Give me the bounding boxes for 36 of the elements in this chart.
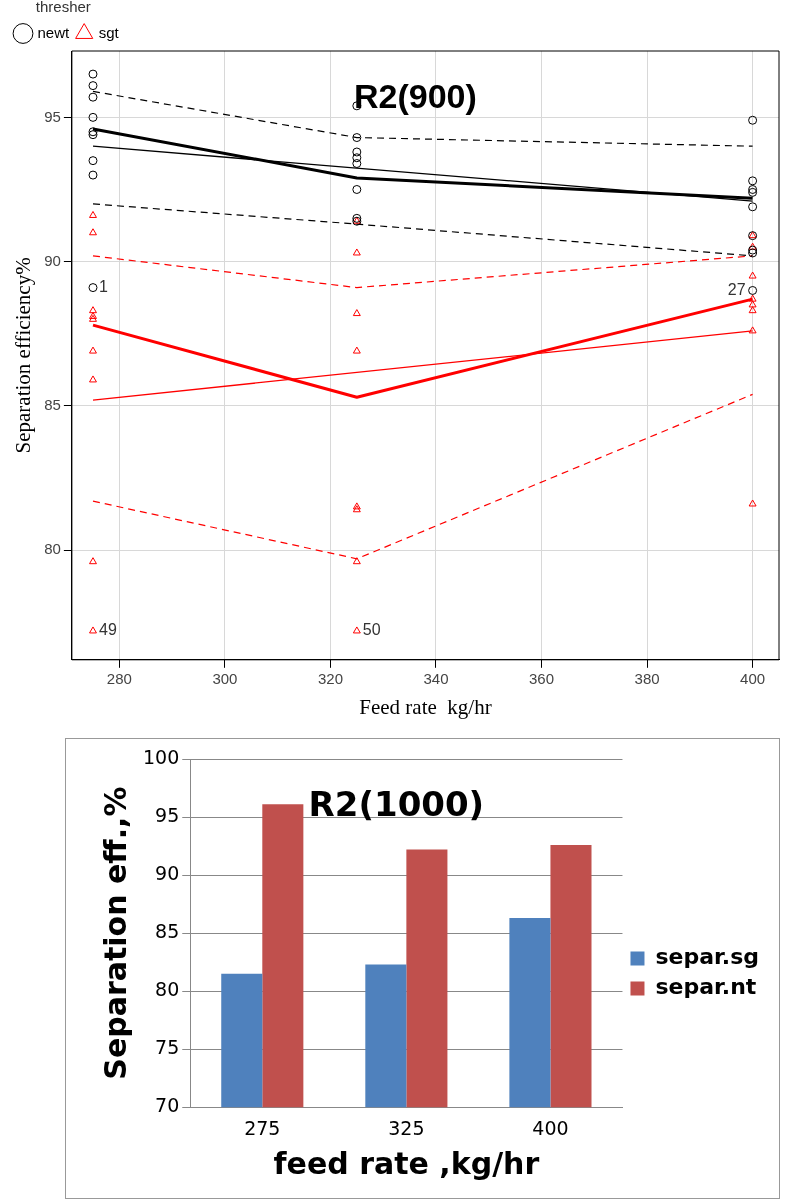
y-tick-label: 100 [143, 745, 180, 768]
x-tick-label: 360 [529, 669, 555, 687]
x-tick-label: 300 [212, 669, 238, 687]
x-tick-label: 275 [244, 1116, 281, 1139]
x-tick-label: 320 [317, 669, 343, 687]
x-tick-label: 280 [106, 669, 132, 687]
legend-label: sgt [98, 23, 120, 41]
y-axis-title: Separation efficiency% [11, 257, 36, 454]
annotation: 50 [362, 621, 381, 639]
annotation: 49 [98, 621, 117, 639]
y-axis-title: Separation eff.,% [97, 786, 133, 1080]
y-tick-label: 80 [44, 540, 61, 558]
annotation: 1 [98, 278, 108, 295]
legend-label: separ.nt [655, 974, 757, 1000]
x-axis-title: feed rate ,kg/hr [273, 1145, 540, 1181]
x-tick-label: 400 [740, 669, 766, 687]
x-tick-label: 340 [423, 669, 449, 687]
legend-label: separ.sg [655, 944, 760, 970]
y-tick-label: 85 [155, 920, 180, 943]
text: R2(900) [354, 77, 477, 116]
y-tick-label: 90 [44, 251, 61, 269]
x-tick-label: 325 [388, 1116, 425, 1139]
legend-title: thresher [35, 0, 91, 15]
annotation: 27 [727, 280, 746, 298]
y-tick-label: 95 [155, 803, 180, 826]
y-tick-label: 90 [155, 862, 180, 884]
text: R2(1000) [308, 783, 485, 824]
x-tick-label: 400 [532, 1116, 569, 1139]
y-tick-label: 85 [44, 396, 61, 414]
y-tick-label: 95 [44, 107, 61, 125]
x-axis-title: Feed rate kg/hr [359, 694, 492, 719]
y-tick-label: 80 [155, 978, 180, 1001]
x-tick-label: 380 [634, 669, 660, 687]
y-tick-label: 75 [155, 1036, 180, 1059]
legend-label: newt [37, 23, 71, 41]
y-tick-label: 70 [155, 1094, 180, 1117]
